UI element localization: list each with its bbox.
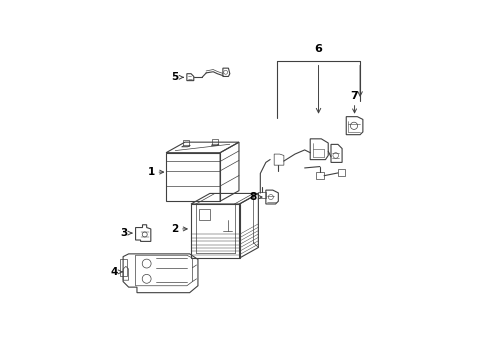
Text: 3: 3 [120, 228, 127, 238]
Text: 5: 5 [171, 72, 178, 82]
Text: 4: 4 [110, 267, 118, 277]
Text: 1: 1 [147, 167, 155, 177]
Text: 8: 8 [248, 192, 256, 202]
Text: 2: 2 [171, 224, 178, 234]
Text: 7: 7 [350, 91, 358, 102]
Text: 6: 6 [314, 44, 322, 54]
